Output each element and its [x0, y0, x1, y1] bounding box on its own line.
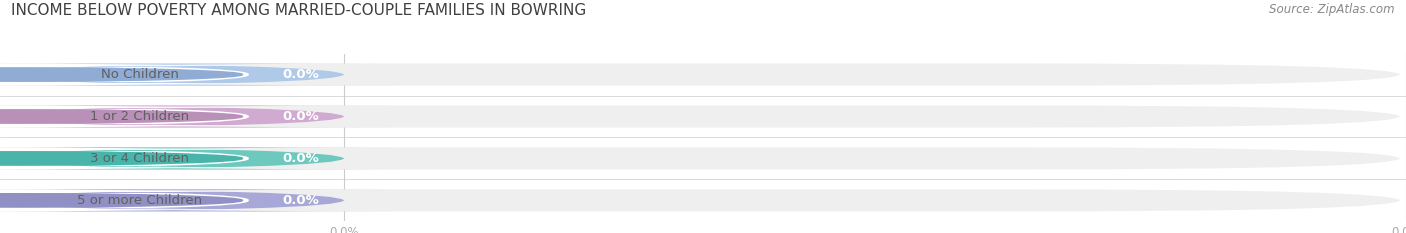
FancyBboxPatch shape: [3, 105, 1400, 128]
Text: INCOME BELOW POVERTY AMONG MARRIED-COUPLE FAMILIES IN BOWRING: INCOME BELOW POVERTY AMONG MARRIED-COUPL…: [11, 3, 586, 18]
Text: 0.0%: 0.0%: [283, 110, 319, 123]
Circle shape: [0, 68, 243, 81]
Text: 3 or 4 Children: 3 or 4 Children: [90, 152, 190, 165]
Text: 0.0%: 0.0%: [283, 194, 319, 207]
Text: 0.0%: 0.0%: [283, 152, 319, 165]
Circle shape: [0, 110, 243, 123]
FancyBboxPatch shape: [3, 189, 1400, 212]
FancyBboxPatch shape: [0, 149, 333, 168]
Text: 0.0%: 0.0%: [283, 68, 319, 81]
Text: 5 or more Children: 5 or more Children: [77, 194, 202, 207]
Circle shape: [0, 152, 243, 165]
FancyBboxPatch shape: [3, 63, 1400, 86]
FancyBboxPatch shape: [0, 147, 395, 170]
FancyBboxPatch shape: [3, 147, 1400, 170]
FancyBboxPatch shape: [0, 63, 395, 86]
Circle shape: [0, 194, 243, 207]
FancyBboxPatch shape: [0, 189, 395, 212]
Text: 1 or 2 Children: 1 or 2 Children: [90, 110, 190, 123]
FancyBboxPatch shape: [0, 105, 395, 128]
FancyBboxPatch shape: [0, 191, 333, 210]
FancyBboxPatch shape: [0, 65, 333, 84]
Text: Source: ZipAtlas.com: Source: ZipAtlas.com: [1270, 3, 1395, 17]
Text: No Children: No Children: [101, 68, 179, 81]
FancyBboxPatch shape: [0, 107, 333, 126]
